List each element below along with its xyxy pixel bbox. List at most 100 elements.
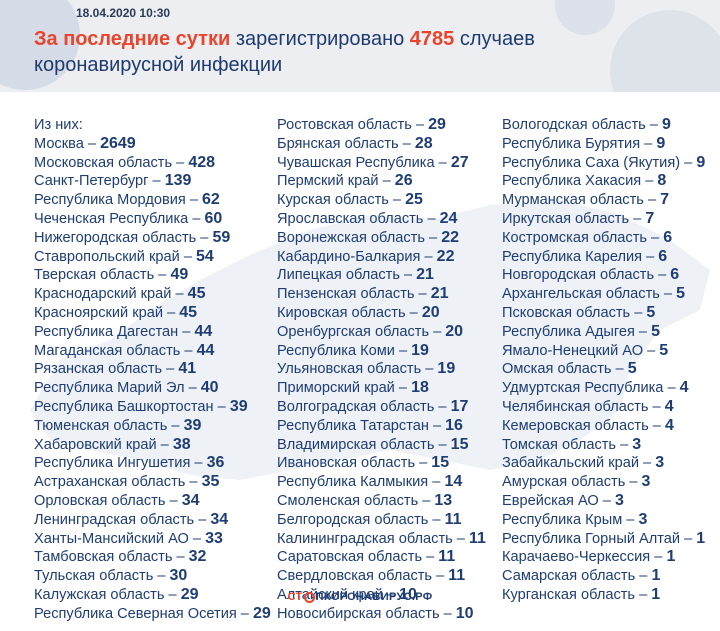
region-name: Республика Адыгея –	[502, 323, 652, 340]
region-count: 39	[229, 397, 248, 415]
region-count: 20	[445, 322, 464, 340]
region-name: Московская область –	[34, 154, 189, 171]
region-item: Орловская область – 34	[34, 492, 271, 511]
region-count: 3	[655, 454, 665, 472]
region-name: Астраханская область –	[34, 474, 202, 491]
region-item: Вологодская область – 9	[502, 116, 705, 135]
region-count: 38	[172, 435, 191, 453]
region-name: Псковская область –	[502, 304, 647, 321]
region-item: Мурманская область – 7	[502, 191, 705, 210]
region-count: 19	[411, 341, 429, 359]
region-count: 62	[202, 191, 220, 209]
region-count: 139	[164, 172, 192, 190]
region-name: Тамбовская область –	[34, 549, 189, 566]
region-name: Ямало-Ненецкий АО –	[502, 342, 660, 359]
region-item: Республика Хакасия – 8	[502, 172, 705, 191]
region-count: 44	[196, 341, 215, 359]
region-item: Ханты-Мансийский АО – 33	[34, 530, 271, 549]
region-item: Тамбовская область – 32	[34, 548, 271, 567]
region-count: 16	[445, 416, 463, 434]
region-count: 34	[181, 491, 200, 509]
region-item: Челябинская область – 4	[502, 398, 705, 417]
region-count: 25	[405, 191, 423, 209]
region-name: Республика Коми –	[277, 342, 412, 359]
region-count: 4	[664, 397, 674, 415]
title-line2: коронавирусной инфекции	[34, 54, 283, 76]
logo-text-part1: СТ	[287, 591, 303, 603]
title-text: зарегистрировано	[230, 28, 410, 50]
region-item: Кировская область – 20	[277, 304, 486, 323]
region-name: Ульяновская область –	[277, 361, 438, 378]
region-count: 3	[614, 491, 624, 509]
region-item: Волгоградская область – 17	[277, 398, 486, 417]
region-count: 44	[194, 322, 213, 340]
region-item: Краснодарский край – 45	[34, 285, 271, 304]
region-name: Чувашская Республика –	[277, 154, 451, 171]
region-item: Иркутская область – 7	[502, 210, 705, 229]
region-name: Ставропольский край –	[34, 248, 197, 265]
region-count: 28	[414, 134, 433, 152]
region-item: Рязанская область – 41	[34, 360, 271, 379]
region-name: Пермский край –	[277, 173, 395, 190]
region-item: Пермский край – 26	[277, 172, 486, 191]
region-name: Чеченская Республика –	[34, 210, 205, 227]
region-item: Псковская область – 5	[502, 304, 705, 323]
region-name: Приморский край –	[277, 380, 412, 397]
region-name: Амурская область –	[502, 474, 642, 491]
region-count: 6	[670, 266, 680, 284]
region-item: Ульяновская область – 19	[277, 360, 486, 379]
region-item: Санкт-Петербург – 139	[34, 172, 271, 191]
region-count: 41	[178, 360, 197, 378]
region-name: Тверская область –	[34, 267, 171, 284]
region-name: Калининградская область –	[277, 530, 469, 547]
region-name: Челябинская область –	[502, 398, 665, 415]
title-text-end: случаев	[454, 28, 535, 50]
region-name: Хабаровский край –	[34, 436, 173, 453]
region-name: Республика Дагестан –	[34, 323, 195, 340]
region-count: 10	[455, 604, 474, 622]
region-name: Еврейская АО –	[502, 492, 615, 509]
region-list-col2: Ростовская область – 29 Брянская область …	[277, 116, 486, 624]
region-name: Республика Бурятия –	[502, 135, 657, 152]
region-item: Свердловская область – 11	[277, 567, 486, 586]
region-count: 1	[666, 548, 676, 566]
region-item: Республика Дагестан – 44	[34, 323, 271, 342]
region-name: Архангельская область –	[502, 286, 677, 303]
region-item: Воронежская область – 22	[277, 229, 486, 248]
region-count: 3	[638, 510, 648, 528]
logo-ring-icon	[303, 592, 315, 603]
region-name: Республика Ингушетия –	[34, 455, 207, 472]
date-label: 18.04.2020 10:30	[76, 6, 171, 20]
region-name: Республика Башкортостан –	[34, 398, 230, 415]
header-banner: 18.04.2020 10:30 За последние сутки заре…	[0, 0, 720, 92]
region-name: Нижегородская область –	[34, 229, 213, 246]
region-count: 11	[468, 529, 486, 547]
region-count: 5	[646, 303, 656, 321]
region-count: 45	[179, 303, 198, 321]
region-item: Республика Бурятия – 9	[502, 135, 705, 154]
region-name: Москва –	[34, 135, 101, 152]
region-item: Хабаровский край – 38	[34, 436, 271, 455]
region-name: Республика Горный Алтай –	[502, 530, 697, 547]
region-item: Новгородская область – 6	[502, 266, 705, 285]
region-count: 9	[696, 153, 706, 171]
region-name: Республика Калмыкия –	[277, 474, 445, 491]
region-count: 45	[187, 285, 206, 303]
region-count: 10	[399, 585, 417, 603]
region-item: Республика Коми – 19	[277, 342, 486, 361]
region-item: Астраханская область – 35	[34, 473, 271, 492]
region-name: Пензенская область –	[277, 286, 431, 303]
region-count: 5	[651, 322, 661, 340]
region-item: Забайкальский край – 3	[502, 454, 705, 473]
region-name: Ленинградская область –	[34, 511, 211, 528]
region-item: Кемеровская область – 4	[502, 417, 705, 436]
region-count: 29	[180, 585, 199, 603]
region-name: Ивановская область –	[277, 455, 432, 472]
region-count: 3	[641, 473, 651, 491]
region-count: 36	[206, 454, 225, 472]
region-item: Ямало-Ненецкий АО – 5	[502, 342, 705, 361]
region-item: Курганская область – 1	[502, 586, 705, 605]
region-count: 29	[428, 116, 446, 133]
region-item: Кабардино-Балкария – 22	[277, 248, 486, 267]
region-count: 49	[170, 266, 189, 284]
